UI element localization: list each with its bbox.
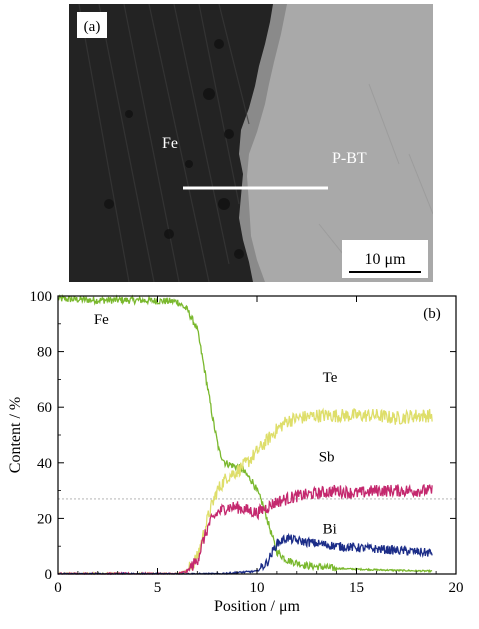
x-tick-label: 20 — [449, 580, 464, 596]
sem-label-fe: Fe — [162, 135, 178, 152]
series-line-fe — [57, 293, 433, 574]
sem-dark-region — [69, 4, 273, 282]
y-tick-label: 100 — [30, 289, 53, 305]
y-tick-label: 60 — [37, 400, 52, 416]
series-label-te: Te — [323, 370, 338, 386]
sem-texture — [78, 4, 250, 282]
x-tick-label: 15 — [349, 580, 364, 596]
series-label-sb: Sb — [319, 449, 335, 465]
sem-image-panel: (a) Fe P-BT 10 μm — [69, 4, 433, 282]
x-axis-label: Position / μm — [214, 598, 300, 615]
series-line-bi — [57, 532, 433, 576]
sem-label-pbt: P-BT — [332, 150, 367, 167]
panel-a-label: (a) — [84, 19, 101, 35]
y-tick-label: 0 — [45, 567, 53, 583]
linescan-chart: 0 5 10 15 20 0 20 40 60 80 100 Position / μm Content… — [7, 289, 464, 615]
series-line-sb — [57, 483, 433, 576]
y-tick-label: 80 — [37, 345, 52, 361]
x-tick-label: 10 — [250, 580, 265, 596]
x-tick-label: 5 — [154, 580, 162, 596]
scale-bar-label: 10 μm — [364, 251, 406, 268]
series-label-bi: Bi — [323, 522, 337, 538]
sem-grain-spots — [104, 39, 244, 259]
plot-frame — [57, 295, 457, 575]
y-tick-label: 40 — [37, 456, 52, 472]
y-axis-label: Content / % — [7, 397, 24, 473]
panel-b-label: (b) — [423, 306, 441, 322]
x-tick-label: 0 — [54, 580, 62, 596]
y-tick-label: 20 — [37, 511, 52, 527]
panel-a-label-box — [77, 12, 107, 38]
series-label-fe: Fe — [94, 312, 109, 328]
